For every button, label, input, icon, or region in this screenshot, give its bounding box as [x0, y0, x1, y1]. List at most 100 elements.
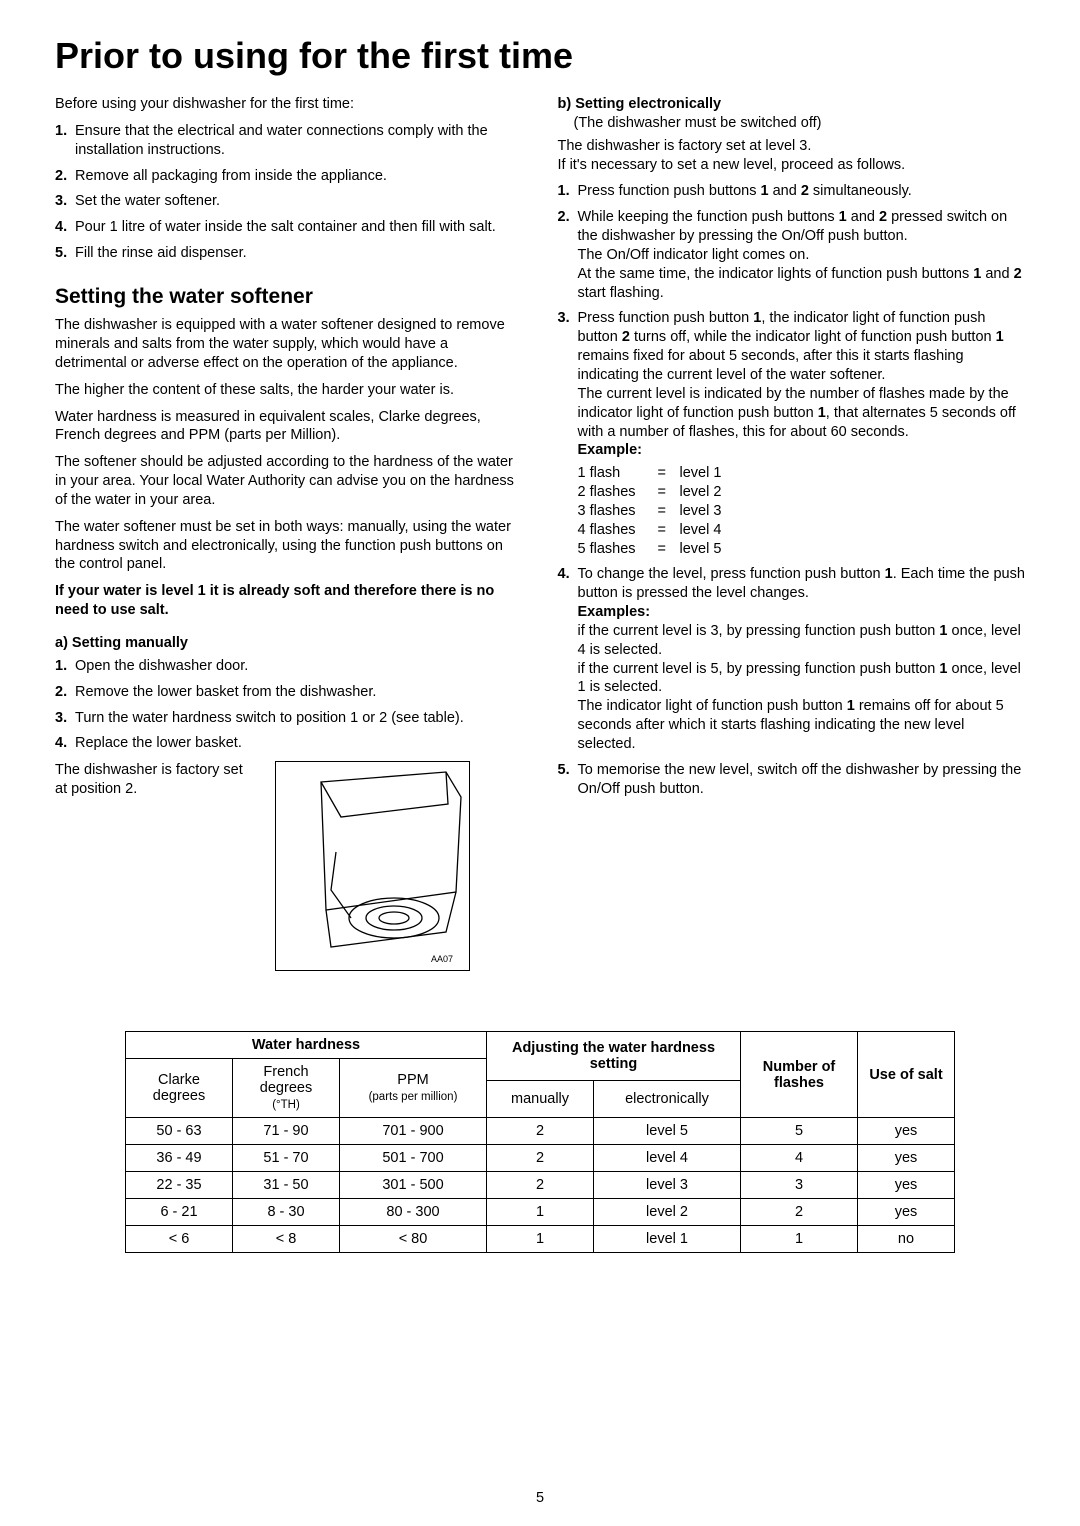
table-row: 6 - 218 - 3080 - 3001level 22yes: [126, 1199, 955, 1226]
table-cell: < 80: [340, 1226, 487, 1253]
right-column: b) Setting electronically (The dishwashe…: [558, 95, 1026, 971]
table-cell: yes: [858, 1145, 955, 1172]
page-number: 5: [0, 1490, 1080, 1506]
th-electronic: electronically: [594, 1081, 741, 1118]
sub-a-heading: a) Setting manually: [55, 634, 523, 653]
table-row: 36 - 4951 - 70501 - 7002level 44yes: [126, 1145, 955, 1172]
hardness-table: Water hardness Adjusting the water hardn…: [125, 1031, 955, 1253]
step-b5: 5. To memorise the new level, switch off…: [558, 761, 1026, 799]
table-cell: 50 - 63: [126, 1118, 233, 1145]
table-cell: level 5: [594, 1118, 741, 1145]
flash-row: 2 flashes=level 2: [578, 483, 1026, 502]
th-water: Water hardness: [126, 1032, 487, 1059]
table-cell: 2: [487, 1145, 594, 1172]
softener-para: The water softener must be set in both w…: [55, 518, 523, 575]
table-row: 50 - 6371 - 90701 - 9002level 55yes: [126, 1118, 955, 1145]
table-cell: yes: [858, 1172, 955, 1199]
manual-step: 3.Turn the water hardness switch to posi…: [55, 709, 523, 728]
table-cell: 1: [487, 1199, 594, 1226]
table-cell: < 8: [233, 1226, 340, 1253]
table-cell: 6 - 21: [126, 1199, 233, 1226]
examples-label: Examples:: [578, 604, 651, 620]
table-cell: level 1: [594, 1226, 741, 1253]
diagram-label: AA07: [431, 954, 453, 964]
table-cell: yes: [858, 1199, 955, 1226]
table-cell: 501 - 700: [340, 1145, 487, 1172]
section-heading: Setting the water softener: [55, 283, 523, 310]
softener-diagram: AA07: [275, 761, 470, 971]
sub-b-heading-row: b) Setting electronically (The dishwashe…: [558, 95, 1026, 133]
softener-note: If your water is level 1 it is already s…: [55, 582, 523, 620]
table-cell: level 4: [594, 1145, 741, 1172]
diagram-svg: AA07: [276, 762, 467, 968]
table-cell: < 6: [126, 1226, 233, 1253]
intro-step: 5.Fill the rinse aid dispenser.: [55, 244, 523, 263]
table-row: 22 - 3531 - 50301 - 5002level 33yes: [126, 1172, 955, 1199]
intro-step: 1.Ensure that the electrical and water c…: [55, 122, 523, 160]
table-cell: level 2: [594, 1199, 741, 1226]
flash-row: 5 flashes=level 5: [578, 540, 1026, 559]
flash-row: 4 flashes=level 4: [578, 521, 1026, 540]
table-header-row-1: Water hardness Adjusting the water hardn…: [126, 1032, 955, 1059]
b-factory-text: The dishwasher is factory set at level 3…: [558, 137, 1026, 175]
intro-steps: 1.Ensure that the electrical and water c…: [55, 122, 523, 263]
th-salt: Use of salt: [858, 1032, 955, 1118]
th-ppm: PPM(parts per million): [340, 1059, 487, 1118]
th-french: French degrees(°TH): [233, 1059, 340, 1118]
table-cell: no: [858, 1226, 955, 1253]
softener-para: The dishwasher is equipped with a water …: [55, 316, 523, 373]
table-cell: 71 - 90: [233, 1118, 340, 1145]
columns: Before using your dishwasher for the fir…: [55, 95, 1025, 971]
step-b2: 2. While keeping the function push butto…: [558, 208, 1026, 302]
electronic-steps: 1. Press function push buttons 1 and 2 s…: [558, 182, 1026, 798]
th-clarke: Clarke degrees: [126, 1059, 233, 1118]
flash-row: 3 flashes=level 3: [578, 502, 1026, 521]
softener-para: Water hardness is measured in equivalent…: [55, 408, 523, 446]
factory-set-text: The dishwasher is factory set at positio…: [55, 761, 255, 799]
table-cell: 2: [487, 1118, 594, 1145]
step-b3: 3. Press function push button 1, the ind…: [558, 309, 1026, 558]
intro-step: 3.Set the water softener.: [55, 192, 523, 211]
table-cell: 1: [487, 1226, 594, 1253]
manual-step: 4.Replace the lower basket.: [55, 734, 523, 753]
intro-text: Before using your dishwasher for the fir…: [55, 95, 523, 114]
step-b1: 1. Press function push buttons 1 and 2 s…: [558, 182, 1026, 201]
manual-step: 1.Open the dishwasher door.: [55, 657, 523, 676]
table-cell: 5: [741, 1118, 858, 1145]
softener-para: The softener should be adjusted accordin…: [55, 453, 523, 510]
table-cell: 8 - 30: [233, 1199, 340, 1226]
table-cell: 1: [741, 1226, 858, 1253]
softener-para: The higher the content of these salts, t…: [55, 381, 523, 400]
flash-row: 1 flash=level 1: [578, 464, 1026, 483]
table-cell: 301 - 500: [340, 1172, 487, 1199]
table-cell: 22 - 35: [126, 1172, 233, 1199]
table-cell: 3: [741, 1172, 858, 1199]
table-cell: 2: [487, 1172, 594, 1199]
step-b4: 4. To change the level, press function p…: [558, 565, 1026, 753]
left-column: Before using your dishwasher for the fir…: [55, 95, 523, 971]
table-cell: 36 - 49: [126, 1145, 233, 1172]
table-cell: 51 - 70: [233, 1145, 340, 1172]
th-adjust: Adjusting the water hardness setting: [487, 1032, 741, 1081]
table-cell: 701 - 900: [340, 1118, 487, 1145]
manual-step: 2.Remove the lower basket from the dishw…: [55, 683, 523, 702]
softener-paragraphs: The dishwasher is equipped with a water …: [55, 316, 523, 574]
table-cell: 4: [741, 1145, 858, 1172]
diagram-row: The dishwasher is factory set at positio…: [55, 761, 523, 971]
intro-step: 4.Pour 1 litre of water inside the salt …: [55, 218, 523, 237]
table-cell: level 3: [594, 1172, 741, 1199]
sub-b-heading: b) Setting electronically: [558, 96, 722, 112]
table-row: < 6< 8< 801level 11no: [126, 1226, 955, 1253]
th-manual: manually: [487, 1081, 594, 1118]
manual-steps: 1.Open the dishwasher door. 2.Remove the …: [55, 657, 523, 753]
page: Prior to using for the first time Before…: [0, 0, 1080, 1526]
table-cell: 2: [741, 1199, 858, 1226]
th-flashes: Number of flashes: [741, 1032, 858, 1118]
table-cell: 31 - 50: [233, 1172, 340, 1199]
example-label: Example:: [578, 442, 642, 458]
table-cell: yes: [858, 1118, 955, 1145]
table-cell: 80 - 300: [340, 1199, 487, 1226]
intro-step: 2.Remove all packaging from inside the a…: [55, 167, 523, 186]
page-title: Prior to using for the first time: [55, 35, 1025, 77]
sub-b-subtext: (The dishwasher must be switched off): [574, 115, 822, 131]
